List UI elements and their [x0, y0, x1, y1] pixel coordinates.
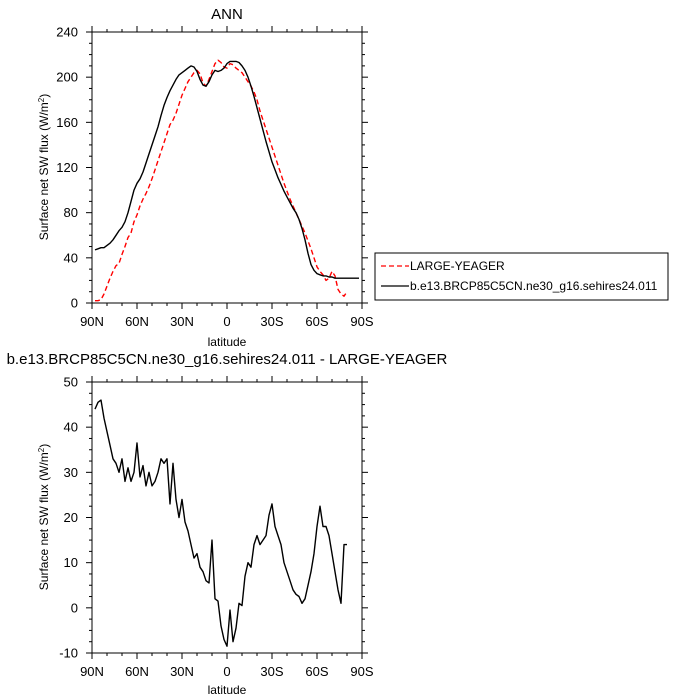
bottom-y-tick-label: -10	[59, 646, 78, 661]
top-y-ticks: 0 40 80 120 160 200 240	[56, 25, 368, 311]
top-x-axis-title: latitude	[208, 335, 247, 349]
bottom-chart-series-layer	[94, 399, 347, 647]
bottom-x-tick-label: 0	[223, 664, 230, 679]
bottom-chart: b.e13.BRCP85C5CN.ne30_g16.sehires24.011 …	[7, 351, 448, 697]
top-chart: ANN 90N 60N 30N 0 30S 60S 90S 0 40 80 120 160 200 24…	[37, 6, 374, 349]
top-chart-series-layer	[94, 59, 359, 302]
bottom-y-tick-label: 10	[64, 555, 78, 570]
bottom-y-tick-label: 40	[64, 420, 78, 435]
top-x-tick-label: 90S	[350, 314, 373, 329]
top-x-tick-label: 90N	[80, 314, 104, 329]
bottom-x-tick-label: 30S	[260, 664, 283, 679]
top-y-tick-label: 80	[64, 205, 78, 220]
top-x-tick-label: 0	[223, 314, 230, 329]
bottom-x-tick-label: 60S	[305, 664, 328, 679]
legend-label-large-yeager: LARGE-YEAGER	[410, 259, 505, 273]
bottom-y-tick-label: 20	[64, 510, 78, 525]
bottom-x-tick-label: 90S	[350, 664, 373, 679]
top-x-ticks: 90N 60N 30N 0 30S 60S 90S	[80, 26, 374, 329]
top-x-tick-label: 60S	[305, 314, 328, 329]
bottom-x-tick-label: 60N	[125, 664, 149, 679]
top-x-tick-label: 30N	[170, 314, 194, 329]
legend-box	[374, 252, 669, 301]
top-y-tick-label: 160	[56, 115, 78, 130]
bottom-x-tick-label: 90N	[80, 664, 104, 679]
bottom-x-axis-title: latitude	[208, 683, 247, 697]
top-y-tick-label: 0	[71, 296, 78, 311]
bottom-y-axis-title: Surface net SW flux (W/m2)	[37, 444, 51, 590]
top-y-tick-label: 240	[56, 25, 78, 40]
top-series-line-b-e13-brcp85c5cn-ne30-g16-sehires24-011	[94, 60, 359, 279]
top-y-tick-label: 120	[56, 160, 78, 175]
top-y-tick-label: 40	[64, 250, 78, 265]
bottom-chart-title: b.e13.BRCP85C5CN.ne30_g16.sehires24.011 …	[7, 351, 448, 368]
bottom-y-tick-label: 30	[64, 465, 78, 480]
top-y-axis-title: Surface net SW flux (W/m2)	[37, 94, 51, 240]
bottom-x-ticks: 90N 60N 30N 0 30S 60S 90S	[80, 376, 374, 679]
top-plot-frame	[91, 31, 363, 304]
top-x-tick-label: 60N	[125, 314, 149, 329]
top-x-tick-label: 30S	[260, 314, 283, 329]
top-chart-title: ANN	[211, 6, 243, 23]
legend: LARGE-YEAGER b.e13.BRCP85C5CN.ne30_g16.s…	[374, 252, 669, 301]
bottom-y-tick-label: 0	[71, 600, 78, 615]
legend-label-model: b.e13.BRCP85C5CN.ne30_g16.sehires24.011	[410, 279, 658, 293]
bottom-y-tick-label: 50	[64, 375, 78, 390]
top-series-line-large-yeager	[95, 59, 348, 302]
bottom-series-line-b-e13-brcp85c5cn-ne30-g16-sehires24-011-large-yeager	[94, 399, 347, 647]
top-y-tick-label: 200	[56, 70, 78, 85]
bottom-y-ticks: -10 0 10 20 30 40 50	[59, 375, 368, 661]
bottom-x-tick-label: 30N	[170, 664, 194, 679]
